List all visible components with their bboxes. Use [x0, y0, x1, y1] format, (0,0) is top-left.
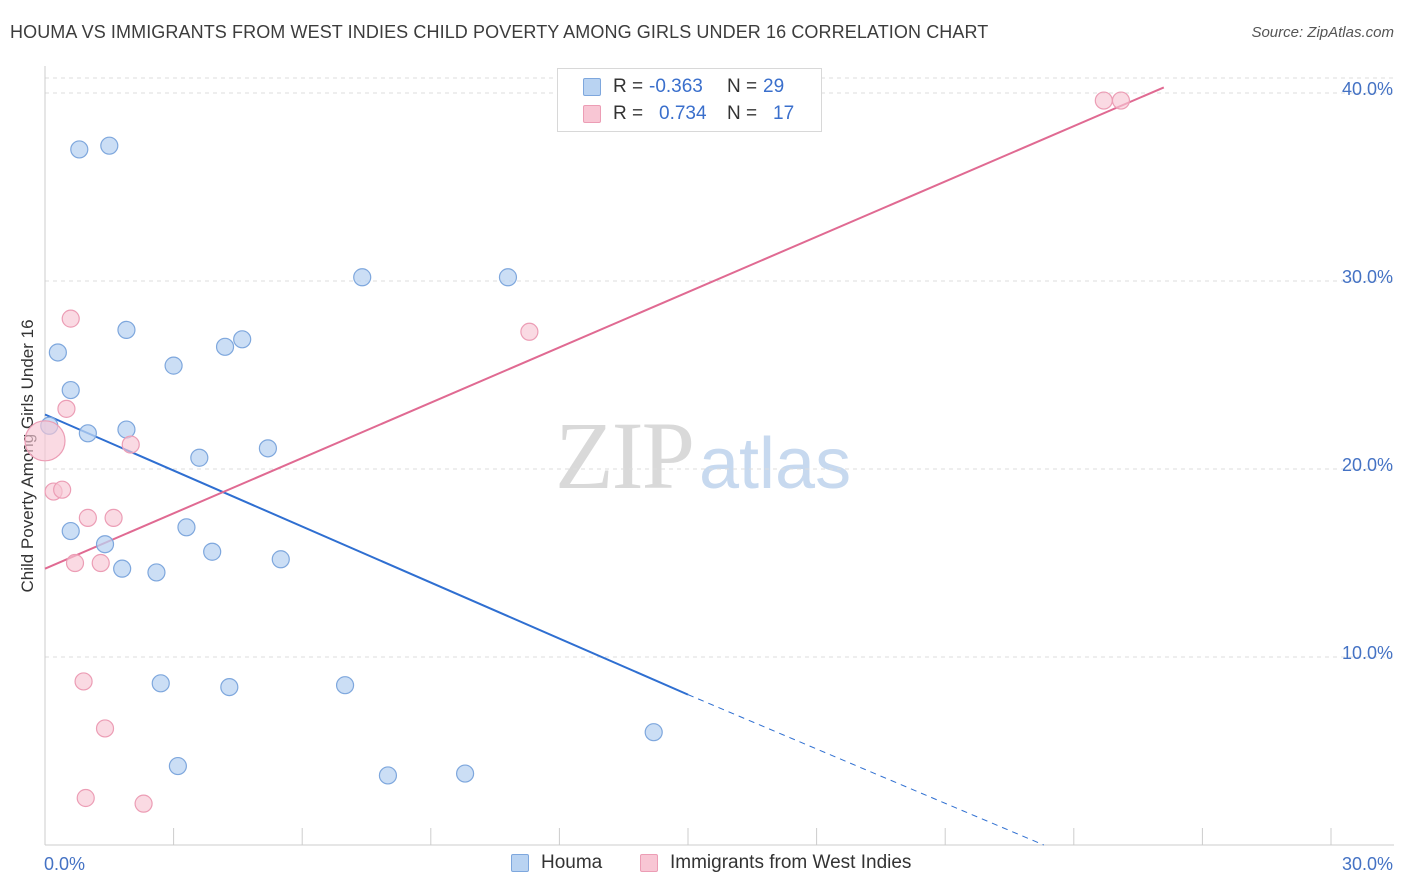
houma-point: [95, 535, 115, 554]
west-indies-point: [74, 672, 93, 691]
houma-point: [117, 320, 136, 340]
houma-point: [164, 356, 183, 375]
houma-point: [644, 723, 663, 742]
houma-point: [353, 268, 372, 287]
west-indies-point: [1111, 91, 1131, 110]
houma-point: [233, 330, 252, 349]
houma-swatch-icon: [511, 854, 529, 872]
legend-r-label: R =: [613, 103, 644, 124]
houma-trend-line: [44, 413, 689, 696]
west-indies-point: [57, 399, 76, 418]
legend-r-value: 0.734: [659, 103, 707, 124]
houma-point: [48, 343, 67, 362]
houma-point: [147, 563, 166, 582]
series-legend: Houma Immigrants from West Indies: [0, 852, 1406, 878]
houma-point: [220, 677, 239, 697]
west-indies-point: [65, 553, 85, 573]
houma-point: [258, 439, 278, 458]
y-tick-label: 10.0%: [1342, 643, 1393, 663]
west-indies-point: [78, 508, 97, 527]
x-tick-label: 0.0%: [44, 854, 85, 874]
houma-point: [151, 674, 170, 693]
source-label: Source: ZipAtlas.com: [1251, 24, 1394, 41]
houma-swatch-icon: [583, 78, 601, 96]
houma-point: [335, 676, 355, 695]
series-legend-houma[interactable]: Houma: [511, 852, 602, 874]
west-indies-point: [91, 553, 110, 573]
chart-title: HOUMA VS IMMIGRANTS FROM WEST INDIES CHI…: [10, 22, 989, 42]
west-indies-point: [24, 420, 66, 462]
series-legend-label: Immigrants from West Indies: [670, 852, 912, 873]
correlation-legend: R = -0.363 N = 29 R = 0.734 N = 17: [557, 68, 822, 132]
legend-n-label: N =: [727, 76, 758, 97]
houma-point: [117, 420, 136, 439]
west-indies-trend-line: [44, 86, 1165, 570]
west-indies-point: [61, 309, 80, 328]
y-tick-label: 30.0%: [1342, 267, 1393, 287]
houma-point: [378, 766, 398, 785]
houma-point: [455, 764, 475, 783]
west-indies-swatch-icon: [583, 105, 601, 123]
houma-point: [70, 140, 89, 159]
houma-point: [78, 424, 97, 443]
houma-point: [113, 559, 132, 578]
west-indies-point: [134, 794, 153, 813]
legend-r-value: -0.363: [649, 76, 703, 97]
y-tick-label: 20.0%: [1342, 455, 1393, 475]
houma-point: [498, 268, 518, 287]
tick-labels: 10.0% 20.0% 30.0% 40.0% 0.0% 30.0%: [44, 79, 1393, 874]
west-indies-point: [121, 435, 140, 454]
houma-point: [100, 136, 119, 155]
grid-lines: [45, 77, 1394, 658]
west-indies-point: [1094, 91, 1113, 110]
west-indies-point: [95, 719, 115, 738]
houma-point: [215, 337, 235, 356]
legend-row-houma: R = -0.363 N = 29: [558, 74, 784, 100]
houma-point: [177, 518, 196, 537]
watermark-atlas: atlas: [699, 424, 852, 504]
series-legend-west-indies[interactable]: Immigrants from West Indies: [640, 852, 911, 874]
data-points: [24, 91, 1131, 813]
legend-row-west-indies: R = 0.734 N = 17: [558, 101, 794, 127]
y-tick-label: 40.0%: [1342, 79, 1393, 99]
houma-point: [271, 550, 290, 569]
houma-point: [168, 756, 187, 776]
west-indies-point: [53, 480, 72, 499]
west-indies-point: [520, 322, 539, 341]
watermark: ZIPatlas: [555, 400, 851, 511]
trend-lines: [44, 86, 1165, 846]
legend-n-label: N =: [727, 103, 758, 124]
houma-point: [61, 380, 80, 400]
watermark-zip: ZIP: [555, 402, 695, 509]
legend-r-label: R =: [613, 76, 644, 97]
west-indies-point: [104, 508, 123, 527]
legend-n-value: 17: [773, 103, 795, 124]
legend-n-value: 29: [763, 76, 785, 97]
x-tick-label: 30.0%: [1342, 854, 1393, 874]
axes: [44, 66, 1394, 846]
west-indies-point: [76, 788, 95, 808]
series-legend-label: Houma: [541, 852, 603, 873]
houma-point: [61, 521, 80, 541]
houma-point: [190, 448, 209, 467]
houma-trend-extension: [687, 694, 1044, 846]
houma-point: [203, 542, 222, 561]
west-indies-swatch-icon: [640, 854, 658, 872]
